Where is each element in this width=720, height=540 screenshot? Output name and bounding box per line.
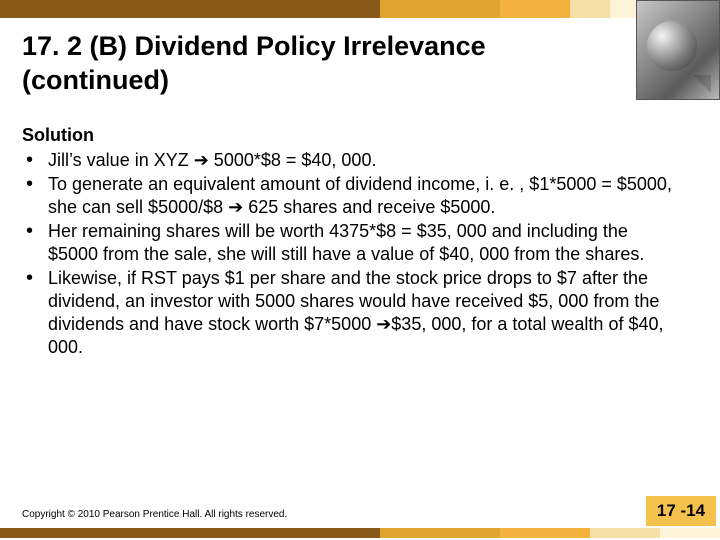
band-b5 (660, 528, 720, 538)
band-1 (0, 0, 380, 18)
corner-decorative-image (636, 0, 720, 100)
band-3 (500, 0, 570, 18)
band-b3 (500, 528, 590, 538)
band-2 (380, 0, 500, 18)
band-b2 (380, 528, 500, 538)
list-item: Jill’s value in XYZ ➔ 5000*$8 = $40, 000… (46, 149, 682, 172)
band-4 (570, 0, 610, 18)
list-item: Likewise, if RST pays $1 per share and t… (46, 267, 682, 359)
top-decor-bar (0, 0, 720, 18)
page-number: 17 -14 (657, 501, 705, 521)
slide-body: Solution Jill’s value in XYZ ➔ 5000*$8 =… (22, 124, 682, 360)
list-item: To generate an equivalent amount of divi… (46, 173, 682, 219)
band-b4 (590, 528, 660, 538)
copyright-text: Copyright © 2010 Pearson Prentice Hall. … (22, 509, 287, 520)
list-item: Her remaining shares will be worth 4375*… (46, 220, 682, 266)
slide-title: 17. 2 (B) Dividend Policy Irrelevance (c… (22, 30, 622, 98)
bottom-decor-bar (0, 528, 720, 538)
solution-label: Solution (22, 124, 682, 147)
band-5 (610, 0, 636, 18)
page-number-box: 17 -14 (646, 496, 716, 526)
band-b1 (0, 528, 380, 538)
bullet-list: Jill’s value in XYZ ➔ 5000*$8 = $40, 000… (22, 149, 682, 359)
